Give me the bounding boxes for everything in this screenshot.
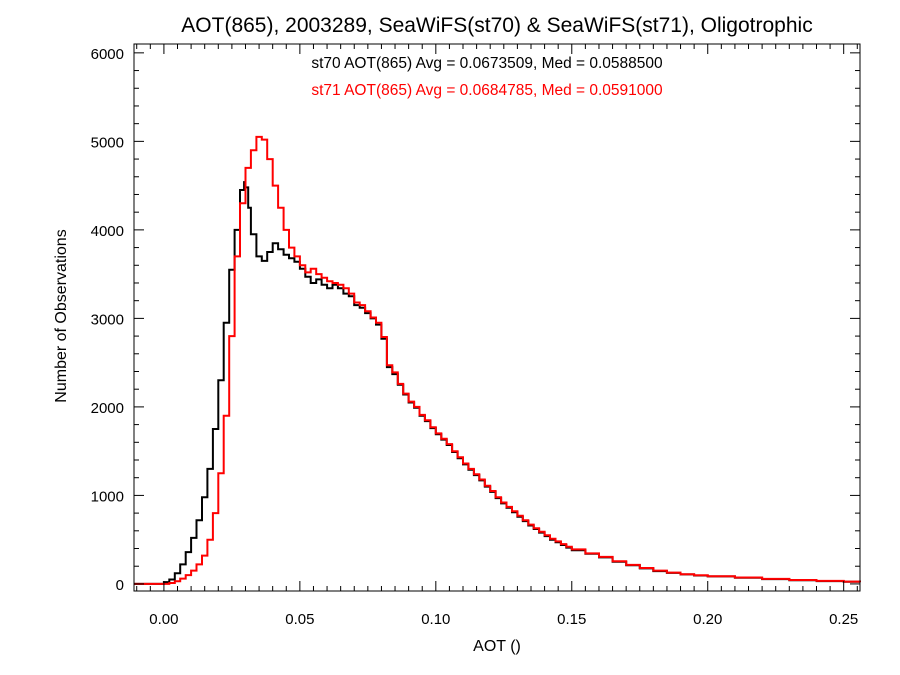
x-tick-label: 0.00 bbox=[149, 611, 178, 628]
y-axis-label: Number of Observations bbox=[53, 229, 70, 402]
x-tick-label: 0.05 bbox=[285, 611, 314, 628]
series-st71-line bbox=[134, 135, 861, 585]
x-tick-label: 0.25 bbox=[829, 611, 858, 628]
y-tick-label: 3000 bbox=[91, 311, 124, 328]
y-tick-label: 6000 bbox=[91, 46, 124, 63]
series-st70-line bbox=[134, 181, 861, 585]
legend-annotation-st71: st71 AOT(865) Avg = 0.0684785, Med = 0.0… bbox=[311, 82, 663, 99]
y-tick-label: 4000 bbox=[91, 223, 124, 240]
axes-layer: 0.00 0.05 0.10 0.15 0.20 0.25 0 1000 2000 3000 400… bbox=[91, 43, 861, 628]
y-tick-label: 5000 bbox=[91, 134, 124, 151]
x-tick-label: 0.20 bbox=[693, 611, 722, 628]
y-tick-label: 2000 bbox=[91, 400, 124, 417]
y-tick-label: 0 bbox=[116, 577, 124, 594]
series-layer bbox=[134, 135, 861, 585]
x-axis-label: AOT () bbox=[473, 638, 521, 655]
chart-title: AOT(865), 2003289, SeaWiFS(st70) & SeaWi… bbox=[181, 14, 812, 37]
plot-frame bbox=[133, 43, 861, 592]
y-tick-label: 1000 bbox=[91, 488, 124, 505]
x-tick-label: 0.15 bbox=[557, 611, 586, 628]
legend-annotation-st70: st70 AOT(865) Avg = 0.0673509, Med = 0.0… bbox=[311, 55, 663, 72]
x-tick-label: 0.10 bbox=[421, 611, 450, 628]
